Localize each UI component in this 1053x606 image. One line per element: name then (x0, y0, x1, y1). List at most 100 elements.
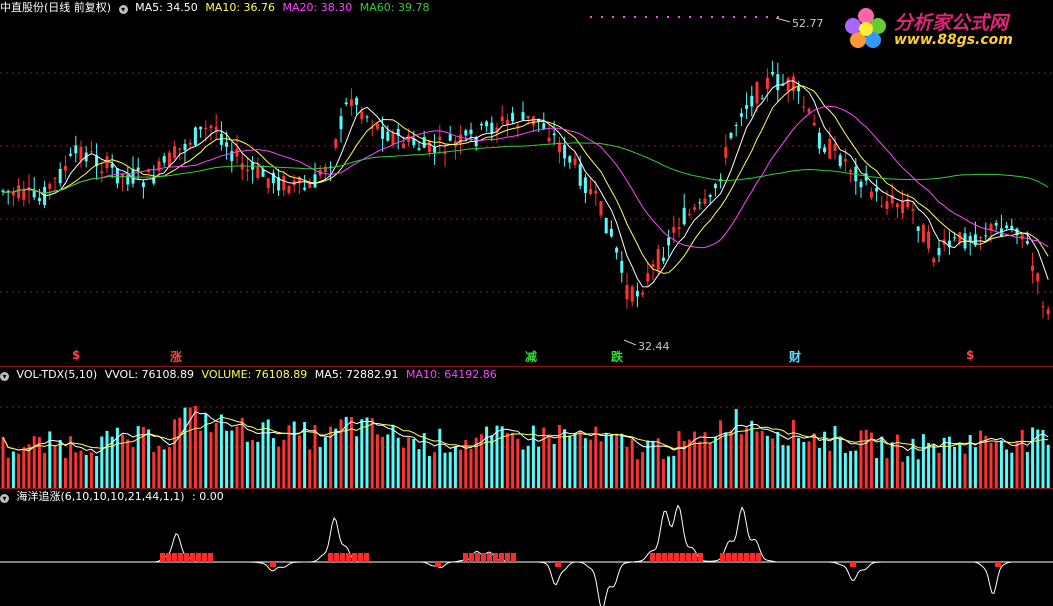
volume-bar (880, 436, 884, 488)
indicator-panel[interactable]: ▾ 海洋追涨(6,10,10,10,21,44,1,1) : 0.00 (0, 488, 1053, 606)
volume-bar (157, 445, 161, 488)
candle-body (230, 151, 234, 161)
signal-bar (160, 553, 165, 562)
volume-bar (516, 438, 520, 488)
candle-body (916, 226, 920, 231)
signal-bar (698, 553, 703, 562)
volume-bar (885, 458, 889, 488)
volume-bar (37, 437, 41, 488)
volume-bar (422, 433, 426, 488)
candle-body (542, 123, 546, 130)
volume-bar (942, 437, 946, 488)
candle-body (386, 131, 390, 141)
candle-body (661, 257, 665, 262)
volume-bar (817, 447, 821, 488)
volume-bar (968, 435, 972, 488)
signal-dot (590, 16, 592, 18)
signal-bar (196, 553, 201, 562)
candle-body (256, 166, 260, 178)
volume-ma5-line (2, 410, 1049, 454)
candle-body (407, 135, 411, 143)
signal-bar (726, 553, 731, 562)
candle-body (162, 156, 166, 163)
volume-bar (724, 432, 728, 488)
volume-bar (474, 437, 478, 488)
volume-bar (308, 449, 312, 488)
volume-bar (708, 443, 712, 488)
candle-body (620, 260, 624, 273)
candle-body (6, 190, 10, 193)
indicator-name: 海洋追涨(6,10,10,10,21,44,1,1) (16, 490, 185, 503)
candle-body (183, 143, 187, 151)
indicator-chart[interactable] (0, 489, 1053, 606)
volume-bar (313, 425, 317, 488)
volume-bar (1010, 452, 1014, 488)
volume-bar (147, 429, 151, 488)
volume-bar (183, 407, 187, 488)
volume-bar (589, 439, 593, 488)
volume-bar (672, 455, 676, 488)
watermark-url: www.88gs.com (894, 32, 1013, 48)
vol-ma5-label: MA5: 72882.91 (314, 368, 399, 381)
volume-bar (812, 433, 816, 488)
candle-body (615, 247, 619, 253)
signal-bar (662, 553, 667, 562)
signal-bar (340, 553, 345, 562)
indicator-value: : 0.00 (192, 490, 224, 503)
candle-body (745, 105, 749, 109)
candle-body (693, 207, 697, 210)
indicator-settings-icon[interactable]: ▾ (0, 494, 9, 503)
volume-bars-chart[interactable] (0, 367, 1053, 488)
candle-body (74, 145, 78, 154)
signal-bar (732, 553, 737, 562)
signal-bar (756, 553, 761, 562)
candle-body (459, 134, 463, 145)
candle-body (895, 203, 899, 208)
signal-bar (469, 553, 474, 562)
signal-bar (555, 562, 561, 567)
signal-bar (463, 553, 468, 562)
price-chart-header: 中直股份(日线 前复权) ▾ MA5: 34.50 MA10: 36.76 MA… (0, 0, 433, 16)
volume-bar (953, 446, 957, 488)
signal-bar (190, 553, 195, 562)
candle-body (433, 147, 437, 153)
volume-bar (370, 418, 374, 488)
candlestick-chart[interactable] (0, 0, 1053, 366)
volume-bar (615, 435, 619, 488)
volume-bar (381, 436, 385, 488)
candle-body (625, 285, 629, 300)
volume-bar (74, 452, 78, 488)
candle-body (401, 143, 405, 149)
volume-bar (526, 445, 530, 488)
candle-body (287, 185, 291, 194)
volume-bar (802, 441, 806, 488)
volume-bar (864, 429, 868, 488)
ma60-line (3, 142, 1049, 194)
volume-bar (609, 435, 613, 488)
signal-bar (364, 553, 369, 562)
volume-bar (349, 417, 353, 488)
signal-bar (505, 553, 510, 562)
price-chart-panel[interactable]: 中直股份(日线 前复权) ▾ MA5: 34.50 MA10: 36.76 MA… (0, 0, 1053, 366)
volume-bar (303, 421, 307, 488)
vol-ma10-label: MA10: 64192.86 (406, 368, 497, 381)
signal-bar (172, 553, 177, 562)
volume-bar (937, 452, 941, 488)
volume-settings-icon[interactable]: ▾ (0, 372, 9, 381)
signal-bar (995, 562, 1001, 567)
signal-dot (601, 16, 603, 18)
candle-body (303, 187, 307, 190)
volume-bar (204, 413, 208, 488)
volume-bar (11, 451, 15, 488)
volume-panel[interactable]: ▾ VOL-TDX(5,10) VVOL: 76108.89 VOLUME: 7… (0, 366, 1053, 488)
candle-body (453, 140, 457, 147)
candle-body (79, 146, 83, 161)
settings-icon[interactable]: ▾ (118, 5, 128, 14)
candle-body (927, 231, 931, 249)
volume-bar (427, 455, 431, 488)
candle-body (635, 290, 639, 297)
candle-body (609, 228, 613, 237)
volume-bar (823, 431, 827, 488)
ma20-label: MA20: 38.30 (282, 1, 353, 14)
volume-bar (84, 454, 88, 488)
